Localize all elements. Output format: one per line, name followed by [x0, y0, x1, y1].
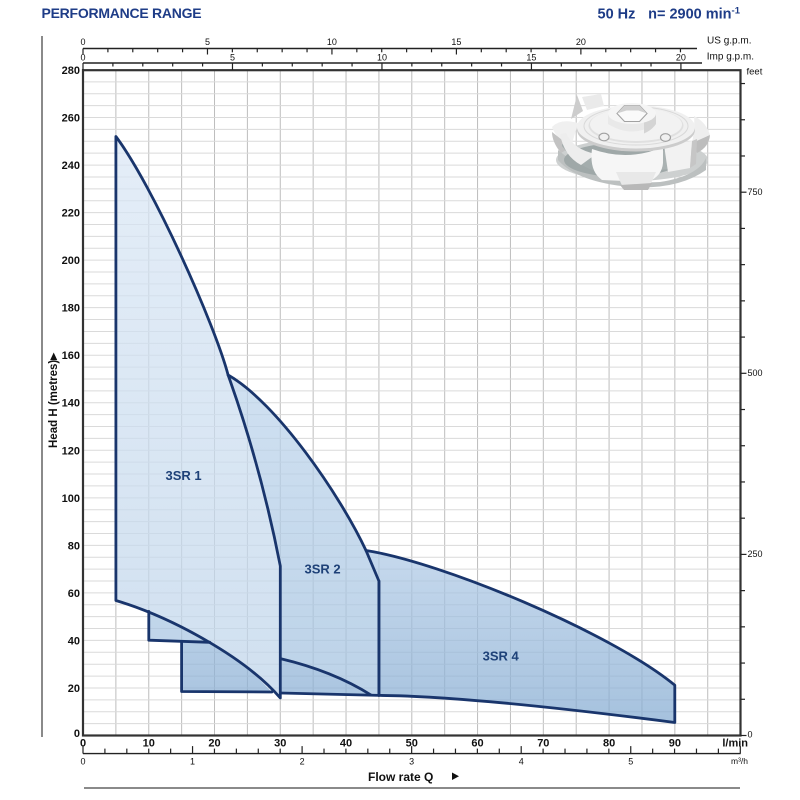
- svg-text:140: 140: [62, 398, 80, 410]
- svg-text:20: 20: [68, 683, 80, 695]
- svg-text:3SR 1: 3SR 1: [166, 468, 202, 483]
- svg-text:n= 2900 min-1: n= 2900 min-1: [648, 6, 741, 23]
- svg-text:50: 50: [406, 738, 418, 750]
- svg-text:20: 20: [576, 37, 586, 47]
- svg-text:50 Hz: 50 Hz: [598, 7, 636, 23]
- svg-text:500: 500: [748, 368, 763, 378]
- svg-text:feet: feet: [747, 67, 763, 78]
- svg-text:PERFORMANCE RANGE: PERFORMANCE RANGE: [42, 5, 202, 21]
- svg-text:220: 220: [62, 208, 80, 220]
- svg-text:30: 30: [274, 738, 286, 750]
- svg-text:0: 0: [80, 53, 85, 63]
- svg-text:US g.p.m.: US g.p.m.: [707, 36, 751, 47]
- svg-text:0: 0: [80, 756, 85, 766]
- svg-text:3: 3: [409, 756, 414, 766]
- svg-text:240: 240: [62, 160, 80, 172]
- svg-text:15: 15: [526, 53, 536, 63]
- svg-text:280: 280: [62, 65, 80, 77]
- svg-text:10: 10: [377, 53, 387, 63]
- svg-text:200: 200: [62, 255, 80, 267]
- svg-text:60: 60: [471, 738, 483, 750]
- svg-text:l/min: l/min: [722, 738, 748, 750]
- svg-text:Imp g.p.m.: Imp g.p.m.: [707, 52, 754, 63]
- svg-text:750: 750: [748, 187, 763, 197]
- svg-text:0: 0: [80, 738, 86, 750]
- svg-text:5: 5: [230, 53, 235, 63]
- svg-text:10: 10: [143, 738, 155, 750]
- svg-text:3SR 4: 3SR 4: [483, 649, 520, 664]
- svg-text:250: 250: [748, 549, 763, 559]
- svg-text:10: 10: [327, 37, 337, 47]
- svg-text:180: 180: [62, 303, 80, 315]
- svg-text:2: 2: [300, 756, 305, 766]
- svg-text:90: 90: [669, 738, 681, 750]
- svg-text:80: 80: [603, 738, 615, 750]
- svg-text:120: 120: [62, 445, 80, 457]
- svg-text:0: 0: [80, 37, 85, 47]
- svg-text:3SR 2: 3SR 2: [305, 562, 341, 577]
- svg-text:Flow rate Q: Flow rate Q: [368, 770, 433, 784]
- svg-text:20: 20: [676, 53, 686, 63]
- svg-text:0: 0: [74, 728, 80, 740]
- svg-text:20: 20: [208, 738, 220, 750]
- svg-text:100: 100: [62, 493, 80, 505]
- svg-text:5: 5: [628, 756, 633, 766]
- svg-text:1: 1: [190, 756, 195, 766]
- svg-text:80: 80: [68, 540, 80, 552]
- svg-text:70: 70: [537, 738, 549, 750]
- svg-text:40: 40: [340, 738, 352, 750]
- svg-text:40: 40: [68, 635, 80, 647]
- svg-text:m³/h: m³/h: [731, 756, 748, 766]
- svg-text:Head H (metres): Head H (metres): [48, 360, 60, 448]
- svg-text:260: 260: [62, 113, 80, 125]
- svg-text:0: 0: [748, 730, 753, 740]
- svg-text:60: 60: [68, 588, 80, 600]
- svg-text:160: 160: [62, 350, 80, 362]
- svg-text:15: 15: [451, 37, 461, 47]
- svg-text:4: 4: [519, 756, 524, 766]
- svg-text:5: 5: [205, 37, 210, 47]
